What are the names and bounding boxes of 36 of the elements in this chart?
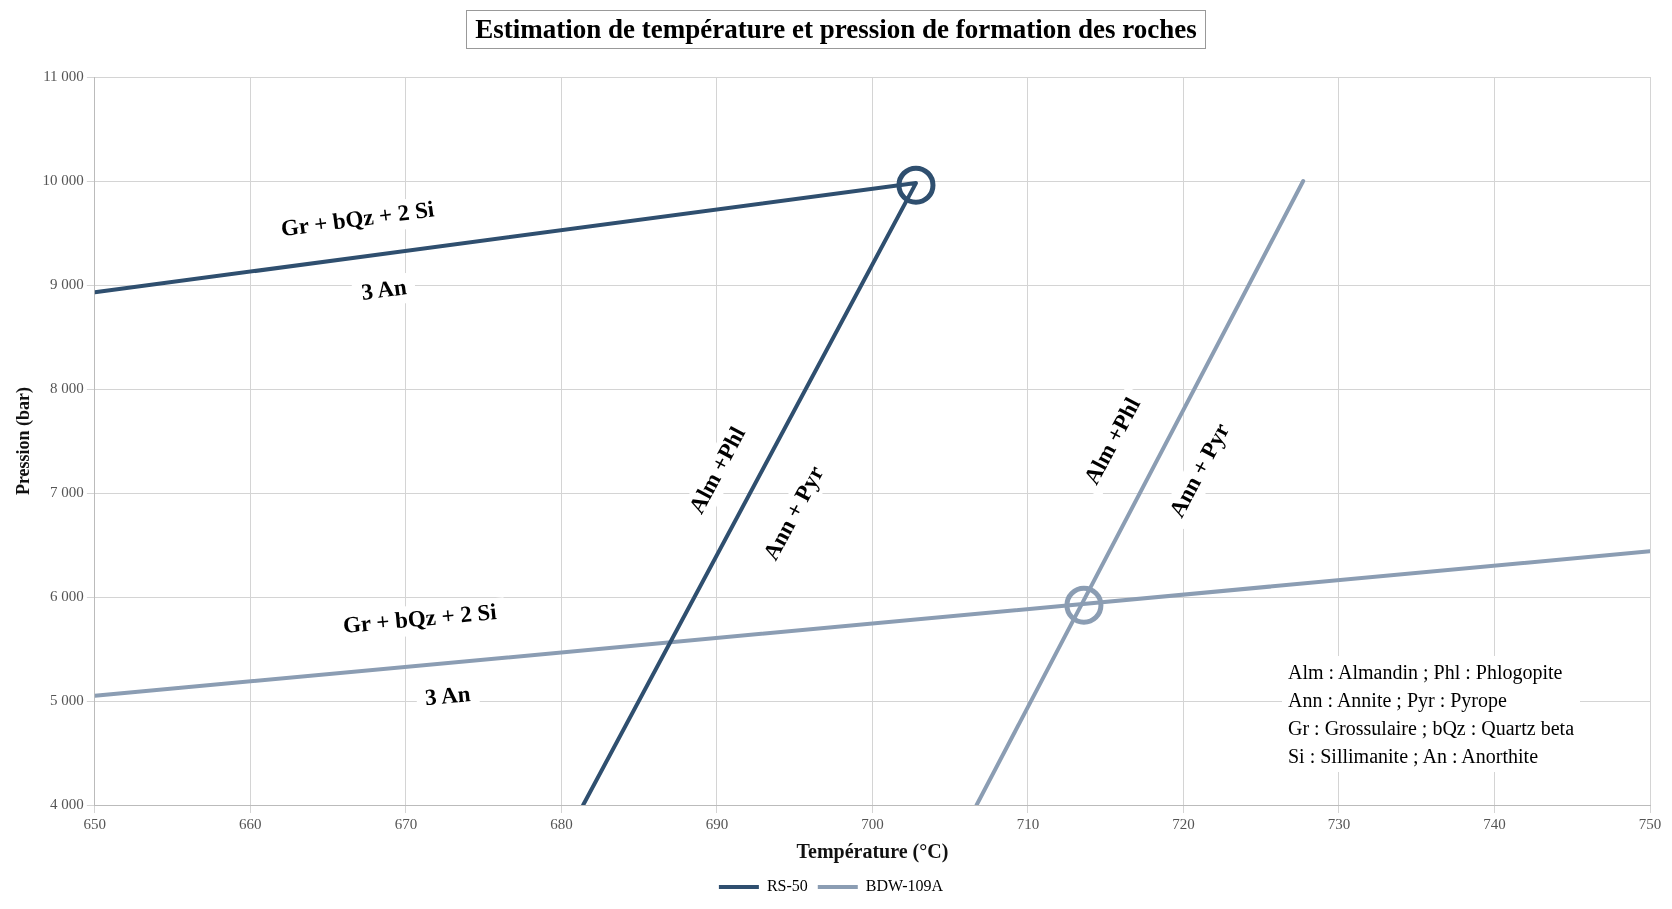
y-tick-label: 9 000 [50,275,84,292]
y-tick-label: 4 000 [50,795,84,812]
y-axis-title: Pression (bar) [13,386,35,496]
annotation: Si : Sillimanite ; An : Anorthite [1288,744,1539,769]
y-tick-label: 6 000 [50,587,84,604]
annotation: 3 An [423,681,472,711]
annotation: 3 An [359,274,409,305]
annotation: Gr + bQz + 2 Si [279,196,437,242]
x-tick-label: 690 [705,815,729,832]
y-tick-label: 11 000 [43,67,84,84]
y-tick-label: 5 000 [50,691,84,708]
annotation: Gr + bQz + 2 Si [341,598,499,639]
annotation: Alm : Almandin ; Phl : Phlogopite [1288,660,1564,686]
x-tick-label: 670 [394,815,418,832]
x-tick-label: 740 [1483,815,1506,832]
y-tick-label: 7 000 [50,483,84,500]
annotation: Gr : Grossulaire ; bQz : Quartz beta [1288,716,1575,741]
chart-title: Estimation de température et pression de formation des roches [466,10,1206,49]
x-tick-label: 680 [550,815,573,832]
x-tick-label: 650 [83,815,107,832]
x-tick-label: 720 [1172,815,1195,832]
x-tick-label: 660 [239,815,262,832]
annotation: Alm +Phl [1078,393,1146,489]
x-tick-label: 730 [1327,815,1351,832]
legend-label: RS-50 [766,877,808,895]
annotation: Alm +Phl [683,422,751,518]
x-tick-label: 710 [1016,815,1040,832]
y-tick-label: 10 000 [42,171,84,188]
x-axis-title: Température (°C) [796,840,949,864]
legend-label: BDW-109A [865,877,944,895]
x-tick-label: 700 [861,815,884,832]
annotation: Ann + Pyr [758,461,829,565]
annotation: Ann + Pyr [1164,418,1235,522]
y-tick-label: 8 000 [50,379,84,396]
x-tick-label: 750 [1638,815,1662,832]
annotation: Ann : Annite ; Pyr : Pyrope [1288,688,1508,714]
